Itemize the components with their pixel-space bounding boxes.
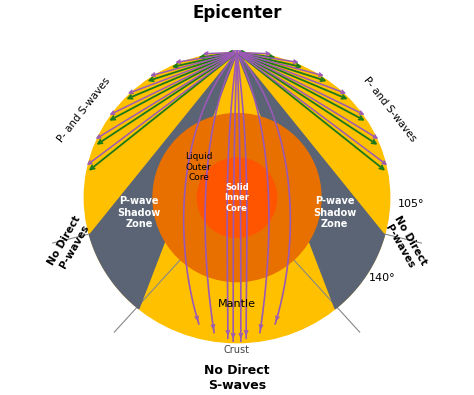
Text: 105°: 105° bbox=[397, 199, 424, 209]
Text: No Direct
S-waves: No Direct S-waves bbox=[204, 364, 270, 392]
Text: P- and S-waves: P- and S-waves bbox=[56, 75, 113, 144]
Text: P- and S-waves: P- and S-waves bbox=[361, 75, 418, 144]
Text: Liquid
Outer
Core: Liquid Outer Core bbox=[185, 152, 212, 182]
Text: No Direct
P-waves: No Direct P-waves bbox=[46, 214, 92, 273]
Text: No Direct
P-waves: No Direct P-waves bbox=[382, 214, 428, 273]
Text: Solid
Inner
Core: Solid Inner Core bbox=[225, 183, 249, 213]
Text: Epicenter: Epicenter bbox=[192, 4, 282, 22]
Text: P-wave
Shadow
Zone: P-wave Shadow Zone bbox=[118, 196, 161, 229]
Text: Mantle: Mantle bbox=[218, 299, 256, 310]
Text: P-wave
Shadow
Zone: P-wave Shadow Zone bbox=[313, 196, 356, 229]
Ellipse shape bbox=[84, 53, 390, 343]
Ellipse shape bbox=[153, 114, 321, 282]
Text: Crust: Crust bbox=[224, 345, 250, 355]
Ellipse shape bbox=[197, 158, 277, 237]
Text: 140°: 140° bbox=[368, 273, 395, 283]
Polygon shape bbox=[90, 53, 237, 309]
Polygon shape bbox=[237, 53, 384, 309]
